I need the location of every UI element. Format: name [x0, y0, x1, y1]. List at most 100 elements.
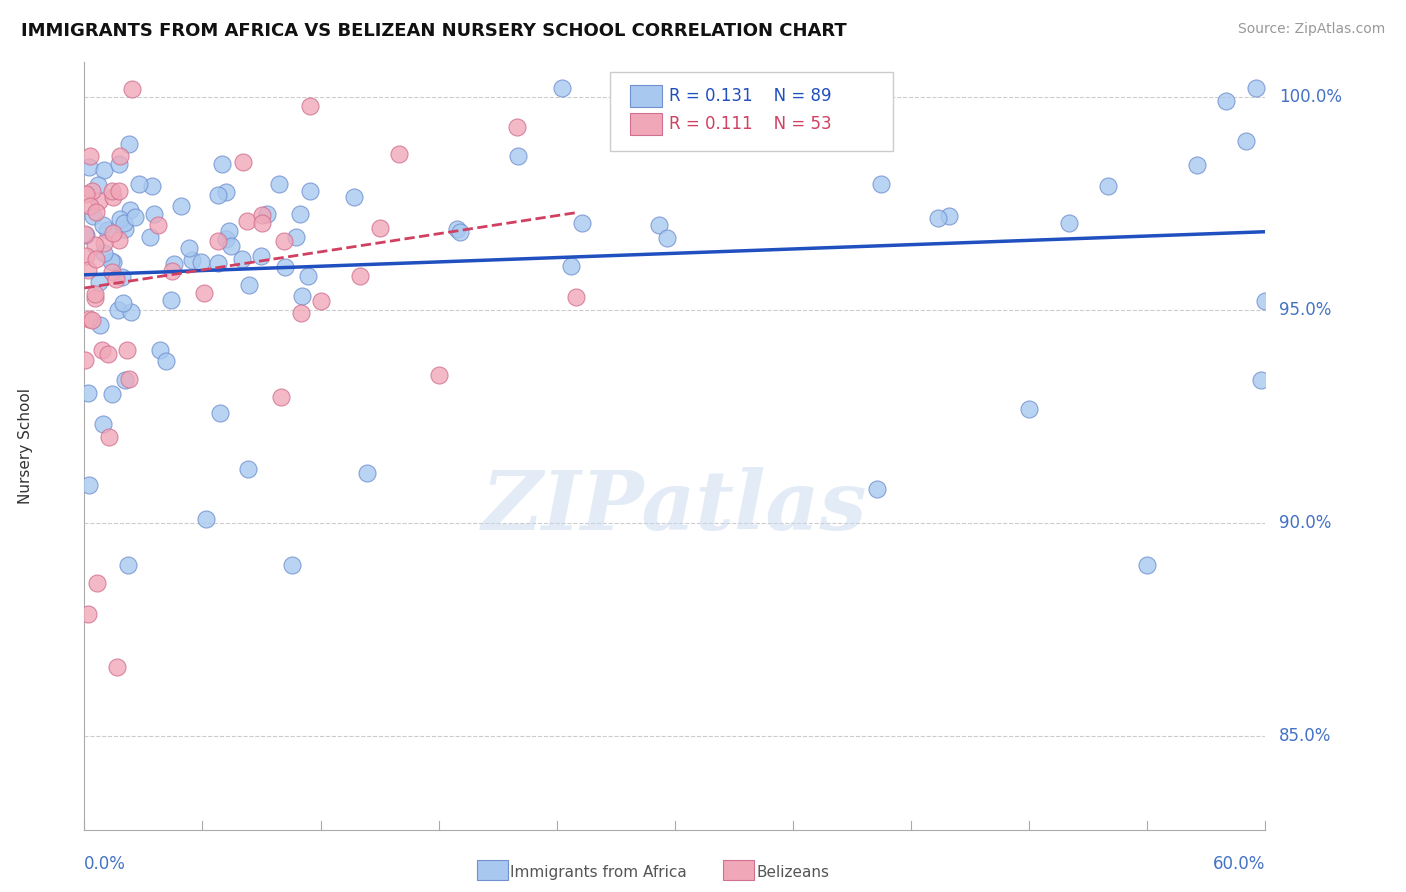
Text: Belizeans: Belizeans: [756, 865, 830, 880]
Point: [84, 286, 107, 301]
Point: [108, 184, 131, 198]
Point: [349, 268, 371, 283]
Point: [1250, 373, 1272, 387]
Point: [506, 120, 529, 134]
Point: [82, 184, 104, 198]
Point: [77, 385, 100, 400]
Point: [89, 318, 111, 332]
Point: [250, 216, 273, 230]
Point: [1057, 216, 1080, 230]
Point: [93, 236, 115, 251]
Point: [250, 249, 273, 263]
Point: [108, 233, 131, 247]
Point: [169, 199, 191, 213]
Point: [427, 368, 450, 382]
Text: 60.0%: 60.0%: [1213, 855, 1265, 873]
Point: [80, 313, 103, 327]
Point: [155, 353, 177, 368]
Point: [449, 225, 471, 239]
Point: [388, 147, 411, 161]
Point: [90, 343, 112, 358]
Point: [82, 209, 104, 223]
Point: [75, 186, 97, 201]
Point: [86, 576, 108, 591]
Point: [111, 295, 134, 310]
Point: [298, 99, 321, 113]
Point: [142, 207, 165, 221]
Point: [160, 264, 183, 278]
Point: [236, 214, 259, 228]
Point: [75, 227, 97, 241]
Point: [297, 268, 319, 283]
Point: [1136, 558, 1159, 573]
Point: [101, 386, 124, 401]
Point: [75, 228, 97, 243]
Point: [93, 163, 115, 178]
Text: 0.0%: 0.0%: [84, 855, 127, 873]
Point: [121, 81, 143, 95]
Point: [938, 209, 960, 223]
Point: [118, 372, 141, 386]
Point: [195, 512, 218, 526]
Point: [124, 210, 146, 224]
Text: R = 0.131    N = 89: R = 0.131 N = 89: [669, 87, 831, 105]
Point: [75, 353, 97, 368]
Point: [565, 289, 588, 303]
Point: [83, 291, 105, 305]
Point: [96, 222, 118, 236]
Point: [77, 160, 100, 174]
Point: [105, 659, 128, 673]
Point: [869, 177, 891, 191]
Point: [83, 237, 105, 252]
Point: [284, 230, 307, 244]
Point: [215, 232, 238, 246]
Point: [193, 285, 215, 300]
Point: [114, 222, 136, 236]
Point: [232, 155, 254, 169]
Point: [108, 149, 131, 163]
Point: [93, 246, 115, 260]
Point: [112, 216, 135, 230]
Point: [149, 343, 172, 357]
Point: [101, 255, 124, 269]
Point: [207, 255, 229, 269]
Point: [250, 208, 273, 222]
Point: [571, 216, 593, 230]
Point: [117, 558, 139, 573]
FancyBboxPatch shape: [630, 86, 662, 107]
Point: [84, 252, 107, 267]
Point: [79, 149, 101, 163]
Point: [93, 218, 115, 232]
Point: [118, 136, 141, 151]
Point: [118, 202, 141, 217]
Point: [209, 406, 232, 420]
Point: [108, 212, 131, 227]
Point: [87, 178, 110, 193]
Point: [211, 157, 233, 171]
Point: [1234, 134, 1257, 148]
Point: [927, 211, 949, 225]
Point: [1254, 293, 1277, 308]
Point: [179, 241, 201, 255]
Point: [105, 272, 128, 286]
Text: IMMIGRANTS FROM AFRICA VS BELIZEAN NURSERY SCHOOL CORRELATION CHART: IMMIGRANTS FROM AFRICA VS BELIZEAN NURSE…: [21, 22, 846, 40]
Point: [267, 177, 290, 191]
Point: [87, 275, 110, 289]
Point: [290, 306, 312, 320]
Point: [79, 199, 101, 213]
Point: [98, 430, 121, 444]
Point: [107, 157, 129, 171]
Text: Nursery School: Nursery School: [18, 388, 32, 504]
Point: [218, 224, 240, 238]
Point: [368, 221, 391, 235]
Text: 85.0%: 85.0%: [1279, 727, 1331, 745]
Point: [270, 390, 292, 404]
Point: [446, 221, 468, 235]
Point: [207, 188, 229, 202]
Point: [1244, 81, 1267, 95]
Point: [110, 269, 132, 284]
Text: Source: ZipAtlas.com: Source: ZipAtlas.com: [1237, 22, 1385, 37]
Point: [138, 229, 160, 244]
Point: [76, 607, 98, 621]
Point: [77, 478, 100, 492]
